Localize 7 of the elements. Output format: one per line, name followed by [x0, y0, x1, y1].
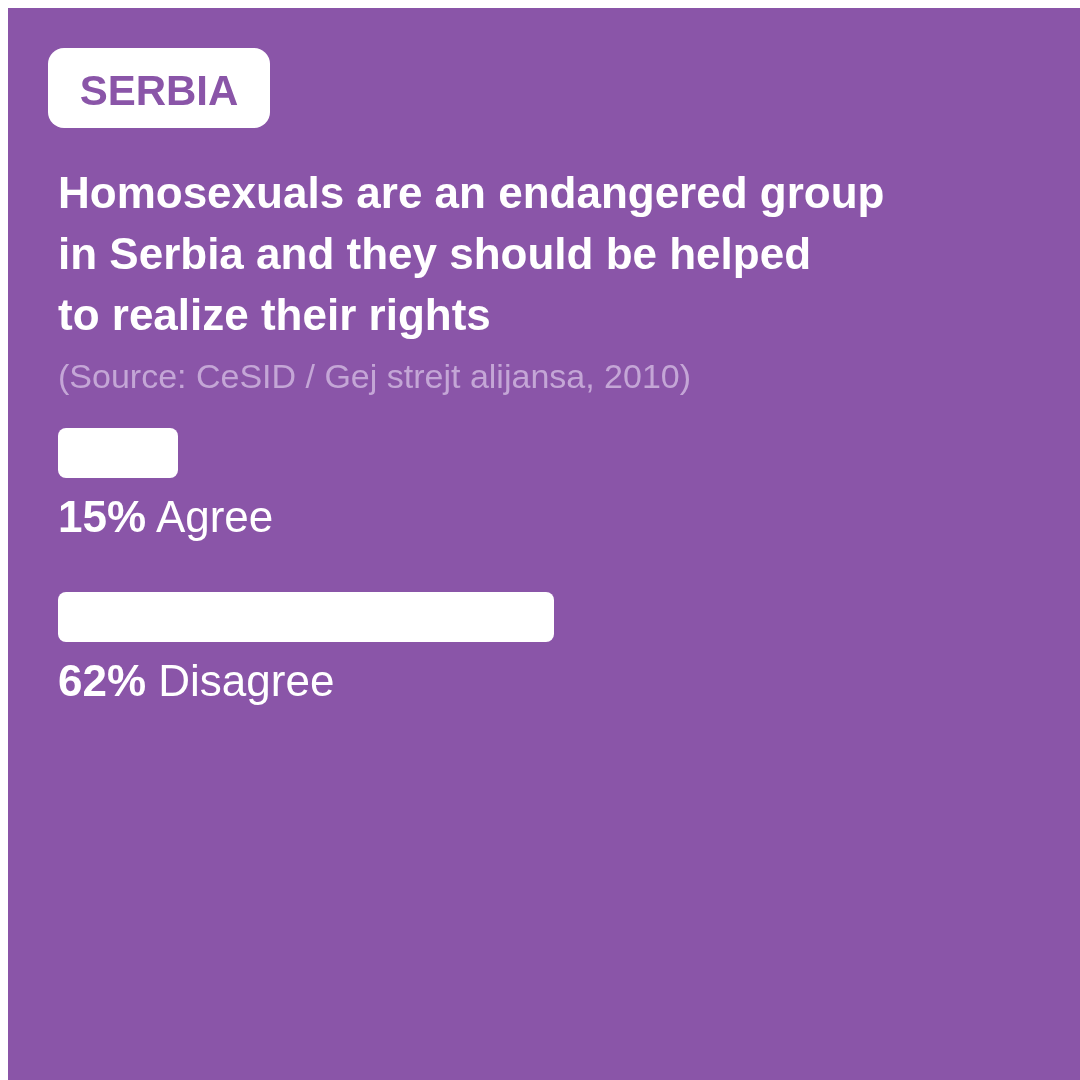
- text: (Source: CeSID / Gej strejt alijansa, 2010): [58, 357, 692, 395]
- chart-title: Homosexuals are an endangered group in Serbia and they should be helped to realize their rights: [58, 168, 885, 339]
- data-label: 15%: [58, 492, 147, 541]
- data-label: 62%: [58, 656, 147, 705]
- y-tick-label: Agree: [146, 492, 274, 541]
- y-tick-label: Disagree: [146, 656, 335, 705]
- text: SERBIA: [79, 67, 239, 114]
